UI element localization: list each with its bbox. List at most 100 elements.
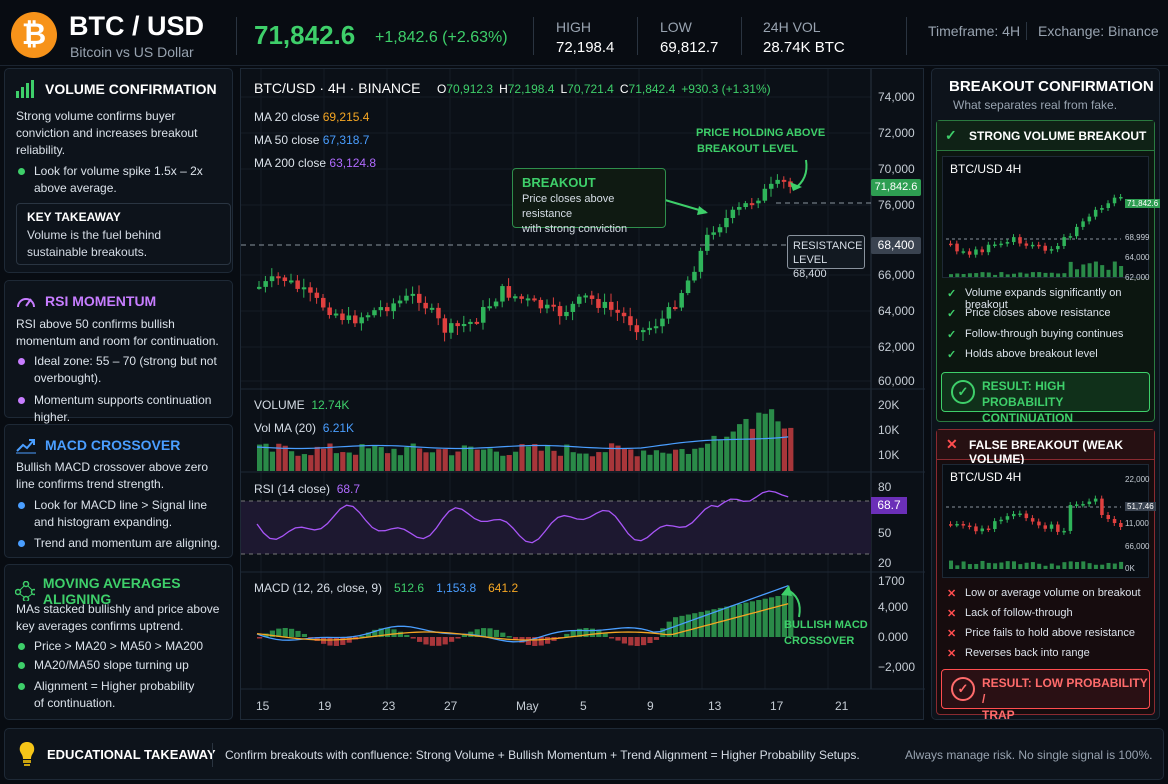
arrow-head (781, 585, 792, 596)
macd-histogram-bar (429, 637, 435, 646)
candle (391, 303, 396, 312)
price-chart[interactable] (241, 69, 925, 721)
mini-candle (1018, 513, 1022, 516)
time-tick: 15 (256, 699, 270, 713)
arrow-head (697, 206, 708, 215)
mini-price-tick: 22,000 (1125, 475, 1150, 484)
low-label: LOW (660, 19, 692, 35)
candle (263, 281, 268, 287)
mini-candle (1087, 501, 1092, 505)
candle (788, 181, 793, 187)
mini-volume-bar (1049, 272, 1054, 277)
mini-candle (1037, 521, 1041, 526)
candle (282, 277, 288, 282)
volume-bar (762, 413, 768, 471)
candle (781, 179, 787, 182)
volume-bar (353, 454, 359, 471)
mini-candle (1012, 237, 1016, 243)
macd-histogram-bar (289, 628, 295, 637)
x-item: ✕ Lack of follow-through (947, 607, 1073, 620)
macd-histogram-bar (775, 596, 781, 637)
volume-bar (589, 456, 595, 471)
price-tick: 62,000 (878, 340, 915, 354)
macd-histogram-bar (365, 632, 371, 637)
mini-volume-bar (1062, 273, 1067, 277)
price-tick: 72,000 (878, 126, 915, 140)
volume-bar (449, 455, 455, 471)
mini-volume-bar (967, 273, 972, 277)
volume-bar (749, 428, 755, 471)
time-tick: 13 (708, 699, 722, 713)
main-chart-panel[interactable]: BTC/USD · 4H · BINANCE O70,912.3 H72,198… (240, 68, 925, 721)
candle (673, 307, 678, 310)
bullet-item: Look for volume spike 1.5x – 2x above av… (16, 163, 221, 197)
macd-histogram-bar (570, 630, 576, 637)
mini-volume-bar (1049, 563, 1054, 569)
volume-bar (602, 452, 608, 471)
price-tick: 66,000 (878, 268, 915, 282)
mini-candle (1043, 525, 1047, 529)
macd-histogram-bar (436, 637, 442, 646)
macd-histogram-bar (346, 637, 352, 643)
price-tick: 64,000 (878, 304, 915, 318)
candle (570, 303, 576, 312)
exchange-selector[interactable]: Exchange: Binance (1038, 23, 1159, 39)
macd-histogram-bar (673, 617, 679, 637)
divider (533, 17, 534, 55)
mini-volume-bar (955, 273, 960, 277)
candle (340, 313, 345, 321)
volume-bar (468, 446, 474, 471)
macd-histogram-bar (641, 637, 647, 646)
candle (596, 298, 601, 308)
macd-histogram-bar (314, 637, 320, 641)
volume-bar (365, 448, 371, 471)
candle (301, 287, 307, 290)
mini-candle (1075, 504, 1079, 506)
divider (1026, 22, 1027, 40)
macd-tick: −2,000 (878, 660, 916, 674)
mini-volume-bar (999, 562, 1004, 569)
volume-bar (781, 428, 787, 471)
volume-bar (429, 452, 435, 471)
macd-histogram-bar (397, 631, 403, 637)
macd-histogram-bar (583, 628, 589, 637)
timeframe-selector[interactable]: Timeframe: 4H (928, 23, 1021, 39)
macd-histogram-bar (404, 634, 410, 637)
volume-24h-value: 28.74K BTC (763, 39, 845, 56)
card-title: MACD CROSSOVER (45, 437, 181, 453)
footer-title: EDUCATIONAL TAKEAWAY (47, 747, 216, 762)
mini-volume-bar (1030, 562, 1035, 569)
volume-bar (500, 455, 506, 471)
volume-tick: 10K (878, 448, 900, 462)
mini-price-tick: 68,999 (1125, 233, 1150, 242)
candle (589, 295, 595, 299)
volume-confirmation-card: VOLUME CONFIRMATION Strong volume confir… (4, 68, 233, 273)
macd-histogram-bar (449, 637, 455, 642)
macd-histogram-bar (730, 605, 736, 637)
mini-candle (1043, 245, 1047, 251)
macd-histogram-bar (269, 630, 275, 637)
candle (609, 301, 614, 310)
check-item: ✓ Follow-through buying continues (947, 328, 1124, 341)
moving-averages-card: MOVING AVERAGES ALIGNING MAs stacked bul… (4, 564, 233, 720)
mini-volume-bar (1043, 272, 1048, 277)
false-mini-chart: BTC/USD 4H 22,000 51,7.46 11,000 66,000 0K (942, 464, 1156, 578)
candle (423, 302, 428, 309)
candle (372, 310, 377, 316)
candle (621, 312, 627, 317)
candle (500, 286, 505, 302)
macd-histogram-bar (442, 637, 448, 645)
mini-volume-bar (1081, 561, 1086, 569)
volume-bar (551, 450, 557, 471)
macd-histogram-bar (724, 606, 730, 637)
volume-bar (685, 453, 691, 471)
macd-histogram-bar (698, 611, 704, 637)
macd-histogram-bar (513, 637, 519, 640)
rsi-tick: 50 (878, 526, 892, 540)
mini-volume-bar (1075, 561, 1079, 569)
macd-histogram-bar (327, 637, 333, 646)
key-takeaway-box: KEY TAKEAWAY Volume is the fuel behind s… (16, 203, 231, 265)
volume-bar (263, 443, 269, 471)
mini-volume-bar (955, 565, 960, 569)
mini-price-tick: 0K (1125, 564, 1135, 573)
